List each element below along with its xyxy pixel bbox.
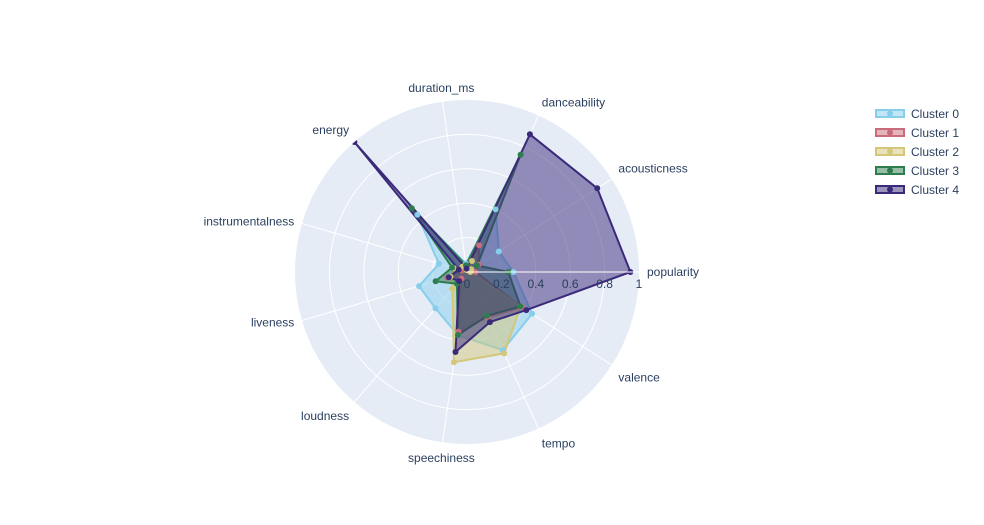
- data-point-cluster-0[interactable]: [529, 310, 536, 317]
- data-point-cluster-0[interactable]: [435, 260, 442, 267]
- axis-label-acousticness: acousticness: [618, 162, 687, 176]
- radial-tick-label: 0.8: [596, 277, 613, 291]
- data-point-cluster-4[interactable]: [523, 307, 530, 314]
- data-point-cluster-0[interactable]: [492, 206, 499, 213]
- legend-label: Cluster 2: [911, 144, 960, 159]
- data-point-cluster-0[interactable]: [495, 248, 502, 255]
- axis-label-danceability: danceability: [542, 95, 605, 109]
- radial-tick-label: 0.4: [527, 277, 544, 291]
- data-point-cluster-2[interactable]: [449, 285, 456, 292]
- axis-label-loudness: loudness: [301, 409, 349, 423]
- legend-label: Cluster 4: [911, 182, 960, 197]
- data-point-cluster-3[interactable]: [408, 205, 415, 212]
- axis-label-energy: energy: [312, 123, 349, 137]
- series-area-cluster-4[interactable]: [353, 133, 632, 353]
- data-point-cluster-4[interactable]: [463, 265, 470, 272]
- legend[interactable]: Cluster 0 Cluster 1 Cluster 2 Cluster 3 Clus…: [874, 104, 959, 199]
- axis-label-popularity: popularity: [647, 265, 699, 279]
- data-point-cluster-3[interactable]: [474, 262, 481, 269]
- data-point-cluster-2[interactable]: [451, 359, 457, 366]
- data-point-cluster-4[interactable]: [455, 266, 462, 273]
- angular-grid-line: [442, 101, 468, 273]
- data-point-cluster-0[interactable]: [416, 283, 423, 290]
- data-point-cluster-4[interactable]: [445, 274, 452, 281]
- legend-label: Cluster 3: [911, 163, 960, 178]
- data-point-cluster-4[interactable]: [351, 139, 358, 145]
- data-point-cluster-2[interactable]: [501, 350, 508, 357]
- data-point-cluster-3[interactable]: [517, 303, 524, 310]
- data-point-cluster-3[interactable]: [432, 278, 439, 285]
- legend-item-cluster-3[interactable]: Cluster 3: [874, 161, 959, 180]
- radial-tick-label: 0.6: [562, 277, 579, 291]
- data-point-cluster-0[interactable]: [432, 305, 439, 312]
- data-point-cluster-4[interactable]: [526, 131, 533, 138]
- data-point-cluster-0[interactable]: [414, 211, 421, 218]
- axis-label-instrumentalness: instrumentalness: [204, 214, 295, 228]
- axis-label-tempo: tempo: [542, 437, 576, 451]
- data-point-cluster-4[interactable]: [486, 319, 493, 326]
- data-point-cluster-3[interactable]: [484, 312, 490, 319]
- legend-label: Cluster 0: [911, 106, 960, 121]
- data-point-cluster-2[interactable]: [468, 266, 475, 273]
- data-point-cluster-4[interactable]: [452, 349, 459, 355]
- axis-label-liveness: liveness: [251, 316, 294, 330]
- data-point-cluster-4[interactable]: [456, 278, 463, 285]
- legend-item-cluster-1[interactable]: Cluster 1: [874, 123, 959, 142]
- axis-label-duration_ms: duration_ms: [408, 81, 474, 95]
- data-point-cluster-3[interactable]: [449, 264, 456, 271]
- legend-swatch: [875, 128, 905, 137]
- legend-label: Cluster 1: [911, 125, 960, 140]
- legend-swatch: [875, 166, 905, 175]
- radial-tick-label: 1: [636, 277, 643, 291]
- legend-item-cluster-4[interactable]: Cluster 4: [874, 180, 959, 199]
- data-point-cluster-3[interactable]: [454, 332, 461, 338]
- data-point-cluster-2[interactable]: [469, 258, 475, 264]
- legend-swatch: [875, 147, 905, 156]
- axis-label-speechiness: speechiness: [408, 451, 475, 465]
- series-layer: [351, 131, 634, 366]
- data-point-cluster-3[interactable]: [517, 151, 524, 158]
- radial-tick-label: 0: [464, 277, 471, 291]
- legend-item-cluster-0[interactable]: Cluster 0: [874, 104, 959, 123]
- legend-swatch: [875, 185, 905, 194]
- legend-item-cluster-2[interactable]: Cluster 2: [874, 142, 959, 161]
- data-point-cluster-4[interactable]: [594, 185, 601, 192]
- radial-tick-label: 0.2: [493, 277, 510, 291]
- legend-swatch: [875, 109, 905, 118]
- axis-label-valence: valence: [618, 370, 660, 384]
- data-point-cluster-1[interactable]: [476, 242, 483, 249]
